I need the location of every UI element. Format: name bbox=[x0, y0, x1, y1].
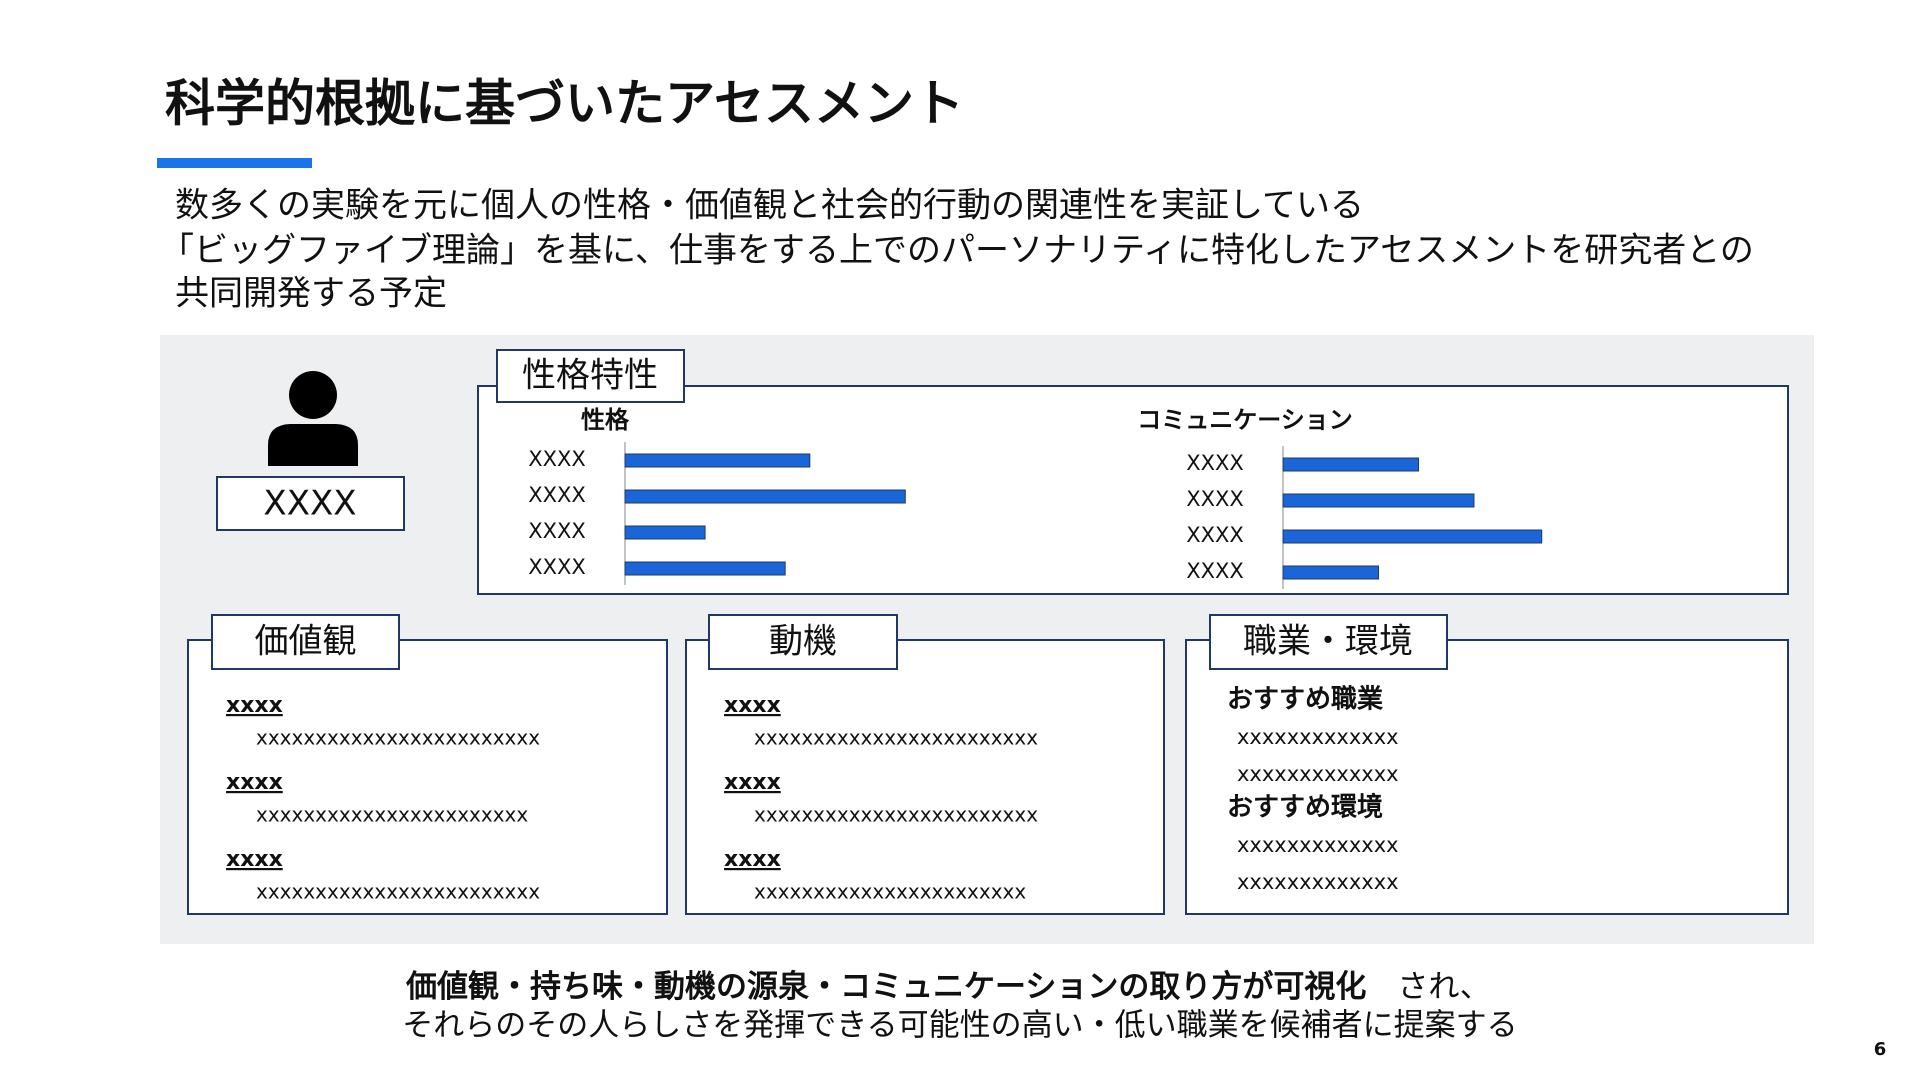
tab bbox=[496, 349, 685, 403]
section-box bbox=[685, 639, 1165, 915]
bar bbox=[1282, 493, 1475, 508]
group-line: xxxxxxxxxxxxx bbox=[1237, 870, 1399, 894]
section-box bbox=[1185, 639, 1789, 915]
footer-rest: され、 bbox=[1366, 969, 1490, 1005]
tab-title: 価値観 bbox=[255, 622, 357, 662]
tab bbox=[211, 614, 400, 670]
footer-bold: 価値観・持ち味・動機の源泉・コミュニケーションの取り方が可視化 bbox=[405, 969, 1366, 1005]
item-heading: xxxx bbox=[724, 693, 781, 718]
tab-title: 動機 bbox=[769, 622, 837, 662]
slide-title: 科学的根拠に基づいたアセスメント bbox=[165, 75, 964, 133]
tab bbox=[708, 614, 898, 670]
intro-line: 共同開発する予定 bbox=[175, 274, 447, 314]
bar bbox=[624, 453, 811, 468]
item-heading: xxxx bbox=[226, 770, 283, 795]
item-heading: xxxx bbox=[724, 847, 781, 872]
bar bbox=[1282, 529, 1543, 544]
bar bbox=[1282, 457, 1420, 472]
category-label: XXXX bbox=[1186, 559, 1244, 583]
category-label: XXXX bbox=[1186, 487, 1244, 511]
item-text: xxxxxxxxxxxxxxxxxxxxxxxx bbox=[256, 726, 540, 750]
item-text: xxxxxxxxxxxxxxxxxxxxxxx bbox=[256, 803, 528, 827]
person-icon bbox=[289, 371, 337, 419]
title-underline bbox=[157, 158, 312, 168]
profile-name: XXXX bbox=[263, 484, 356, 524]
intro-line: 「ビッグファイブ理論」を基に、仕事をする上でのパーソナリティに特化したアセスメン… bbox=[160, 231, 1754, 271]
intro-line: 数多くの実験を元に個人の性格・価値観と社会的行動の関連性を実証している bbox=[175, 186, 1364, 226]
bar bbox=[1282, 565, 1379, 580]
group-heading: おすすめ環境 bbox=[1227, 792, 1383, 823]
category-label: XXXX bbox=[1186, 451, 1244, 475]
chart-title: コミュニケーション bbox=[1137, 406, 1353, 434]
item-text: xxxxxxxxxxxxxxxxxxxxxxxx bbox=[256, 880, 540, 904]
section-box bbox=[187, 639, 668, 915]
group-line: xxxxxxxxxxxxx bbox=[1237, 762, 1399, 786]
group-line: xxxxxxxxxxxxx bbox=[1237, 833, 1399, 857]
item-text: xxxxxxxxxxxxxxxxxxxxxxx bbox=[754, 880, 1026, 904]
footer-text: 価値観・持ち味・動機の源泉・コミュニケーションの取り方が可視化 され、 bbox=[405, 969, 1491, 1005]
category-label: XXXX bbox=[528, 483, 586, 507]
bar bbox=[624, 561, 786, 576]
name-box bbox=[216, 476, 405, 531]
category-label: XXXX bbox=[528, 555, 586, 579]
group-heading: おすすめ職業 bbox=[1227, 685, 1383, 715]
group-line: xxxxxxxxxxxxx bbox=[1237, 725, 1399, 749]
item-heading: xxxx bbox=[724, 770, 781, 795]
item-text: xxxxxxxxxxxxxxxxxxxxxxxx bbox=[754, 726, 1038, 750]
footer-text: それらのその人らしさを発揮できる可能性の高い・低い職業を候補者に提案する bbox=[402, 1008, 1517, 1044]
tab-title: 職業・環境 bbox=[1243, 622, 1413, 662]
category-label: XXXX bbox=[1186, 523, 1244, 547]
chart-title: 性格 bbox=[581, 406, 630, 434]
person-icon bbox=[268, 424, 358, 466]
tab bbox=[1209, 614, 1448, 670]
bar bbox=[624, 489, 906, 504]
category-label: XXXX bbox=[528, 519, 586, 543]
page-number: 6 bbox=[1874, 1039, 1887, 1060]
bar bbox=[624, 525, 706, 540]
item-text: xxxxxxxxxxxxxxxxxxxxxxxx bbox=[754, 803, 1038, 827]
tab-title: 性格特性 bbox=[522, 356, 658, 396]
category-label: XXXX bbox=[528, 447, 586, 471]
item-heading: xxxx bbox=[226, 847, 283, 872]
item-heading: xxxx bbox=[226, 693, 283, 718]
